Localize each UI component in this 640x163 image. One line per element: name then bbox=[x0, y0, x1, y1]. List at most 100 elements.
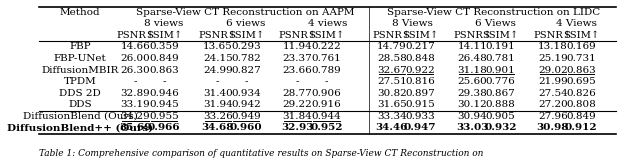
Text: 0.897: 0.897 bbox=[405, 89, 435, 98]
Text: 32.67: 32.67 bbox=[377, 66, 407, 75]
Text: 0.906: 0.906 bbox=[312, 89, 341, 98]
Text: 0.217: 0.217 bbox=[405, 43, 435, 52]
Text: 0.863: 0.863 bbox=[149, 66, 179, 75]
Text: 0.695: 0.695 bbox=[566, 77, 596, 86]
Text: 0.944: 0.944 bbox=[312, 112, 341, 121]
Text: 0.849: 0.849 bbox=[149, 54, 179, 63]
Text: 27.51: 27.51 bbox=[377, 77, 407, 86]
Text: 0.826: 0.826 bbox=[566, 89, 596, 98]
Text: 23.66: 23.66 bbox=[283, 66, 312, 75]
Text: 33.34: 33.34 bbox=[377, 112, 407, 121]
Text: 29.38: 29.38 bbox=[458, 89, 487, 98]
Text: PSNR↑: PSNR↑ bbox=[453, 31, 492, 40]
Text: SSIM↑: SSIM↑ bbox=[228, 31, 264, 40]
Text: DDS: DDS bbox=[68, 100, 92, 109]
Text: 31.84: 31.84 bbox=[283, 112, 312, 121]
Text: 25.60: 25.60 bbox=[458, 77, 487, 86]
Text: 13.18: 13.18 bbox=[538, 43, 568, 52]
Text: 0.888: 0.888 bbox=[486, 100, 516, 109]
Text: 0.816: 0.816 bbox=[405, 77, 435, 86]
Text: 0.293: 0.293 bbox=[231, 43, 261, 52]
Text: SSIM↑: SSIM↑ bbox=[483, 31, 519, 40]
Text: 0.933: 0.933 bbox=[405, 112, 435, 121]
Text: 0.942: 0.942 bbox=[231, 100, 261, 109]
Text: Table 1: Comprehensive comparison of quantitative results on Sparse-View CT Reco: Table 1: Comprehensive comparison of qua… bbox=[39, 149, 484, 158]
Text: 8 Views: 8 Views bbox=[392, 19, 433, 28]
Text: 33.26: 33.26 bbox=[203, 112, 232, 121]
Text: FBP: FBP bbox=[69, 43, 91, 52]
Text: PSNR↑: PSNR↑ bbox=[198, 31, 237, 40]
Text: 6 Views: 6 Views bbox=[474, 19, 515, 28]
Text: 0.934: 0.934 bbox=[231, 89, 261, 98]
Text: SSIM↑: SSIM↑ bbox=[146, 31, 182, 40]
Text: 0.191: 0.191 bbox=[486, 43, 516, 52]
Text: 0.905: 0.905 bbox=[486, 112, 516, 121]
Text: 23.37: 23.37 bbox=[283, 54, 312, 63]
Text: 24.15: 24.15 bbox=[203, 54, 232, 63]
Text: 31.94: 31.94 bbox=[203, 100, 232, 109]
Text: 27.20: 27.20 bbox=[538, 100, 568, 109]
Text: 0.960: 0.960 bbox=[230, 123, 262, 132]
Text: 29.22: 29.22 bbox=[283, 100, 312, 109]
Text: TPDM: TPDM bbox=[64, 77, 97, 86]
Text: PSNR↑: PSNR↑ bbox=[534, 31, 572, 40]
Text: 14.79: 14.79 bbox=[377, 43, 407, 52]
Text: 0.827: 0.827 bbox=[231, 66, 261, 75]
Text: 30.94: 30.94 bbox=[458, 112, 487, 121]
Text: 0.782: 0.782 bbox=[231, 54, 261, 63]
Text: 28.77: 28.77 bbox=[283, 89, 312, 98]
Text: 0.947: 0.947 bbox=[404, 123, 436, 132]
Text: SSIM↑: SSIM↑ bbox=[563, 31, 599, 40]
Text: -: - bbox=[163, 77, 166, 86]
Text: 0.949: 0.949 bbox=[231, 112, 261, 121]
Text: 32.93: 32.93 bbox=[282, 123, 314, 132]
Text: 28.58: 28.58 bbox=[377, 54, 407, 63]
Text: 33.03: 33.03 bbox=[456, 123, 488, 132]
Text: 8 views: 8 views bbox=[144, 19, 183, 28]
Text: 31.18: 31.18 bbox=[458, 66, 487, 75]
Text: PSNR↑: PSNR↑ bbox=[116, 31, 155, 40]
Text: 29.02: 29.02 bbox=[538, 66, 568, 75]
Text: 27.96: 27.96 bbox=[538, 112, 568, 121]
Text: 6 views: 6 views bbox=[226, 19, 266, 28]
Text: 0.848: 0.848 bbox=[405, 54, 435, 63]
Text: 32.89: 32.89 bbox=[120, 89, 150, 98]
Text: 0.955: 0.955 bbox=[149, 112, 179, 121]
Text: 24.99: 24.99 bbox=[203, 66, 232, 75]
Text: 0.761: 0.761 bbox=[312, 54, 341, 63]
Text: 30.12: 30.12 bbox=[458, 100, 487, 109]
Text: 0.222: 0.222 bbox=[312, 43, 341, 52]
Text: 4 Views: 4 Views bbox=[556, 19, 596, 28]
Text: 0.731: 0.731 bbox=[566, 54, 596, 63]
Text: 34.46: 34.46 bbox=[376, 123, 408, 132]
Text: -: - bbox=[324, 77, 328, 86]
Text: 26.48: 26.48 bbox=[458, 54, 487, 63]
Text: 30.98: 30.98 bbox=[537, 123, 569, 132]
Text: 0.867: 0.867 bbox=[486, 89, 516, 98]
Text: 0.952: 0.952 bbox=[310, 123, 342, 132]
Text: 0.916: 0.916 bbox=[312, 100, 341, 109]
Text: 0.946: 0.946 bbox=[149, 89, 179, 98]
Text: 14.11: 14.11 bbox=[458, 43, 487, 52]
Text: 0.922: 0.922 bbox=[405, 66, 435, 75]
Text: 0.901: 0.901 bbox=[486, 66, 516, 75]
Text: 0.169: 0.169 bbox=[566, 43, 596, 52]
Text: SSIM↑: SSIM↑ bbox=[402, 31, 438, 40]
Text: 14.66: 14.66 bbox=[120, 43, 150, 52]
Text: 34.29: 34.29 bbox=[120, 112, 150, 121]
Text: PSNR↑: PSNR↑ bbox=[373, 31, 411, 40]
Text: 0.789: 0.789 bbox=[312, 66, 341, 75]
Text: 26.30: 26.30 bbox=[120, 66, 150, 75]
Text: 0.945: 0.945 bbox=[149, 100, 179, 109]
Text: 0.915: 0.915 bbox=[405, 100, 435, 109]
Text: 0.359: 0.359 bbox=[149, 43, 179, 52]
Text: DiffusionMBIR: DiffusionMBIR bbox=[42, 66, 119, 75]
Text: 25.19: 25.19 bbox=[538, 54, 568, 63]
Text: 0.863: 0.863 bbox=[566, 66, 596, 75]
Text: 31.40: 31.40 bbox=[203, 89, 232, 98]
Text: 4 views: 4 views bbox=[308, 19, 347, 28]
Text: DiffusionBlend++ (Ours): DiffusionBlend++ (Ours) bbox=[7, 123, 153, 132]
Text: 0.932: 0.932 bbox=[484, 123, 517, 132]
Text: Method: Method bbox=[60, 8, 100, 17]
Text: 30.82: 30.82 bbox=[377, 89, 407, 98]
